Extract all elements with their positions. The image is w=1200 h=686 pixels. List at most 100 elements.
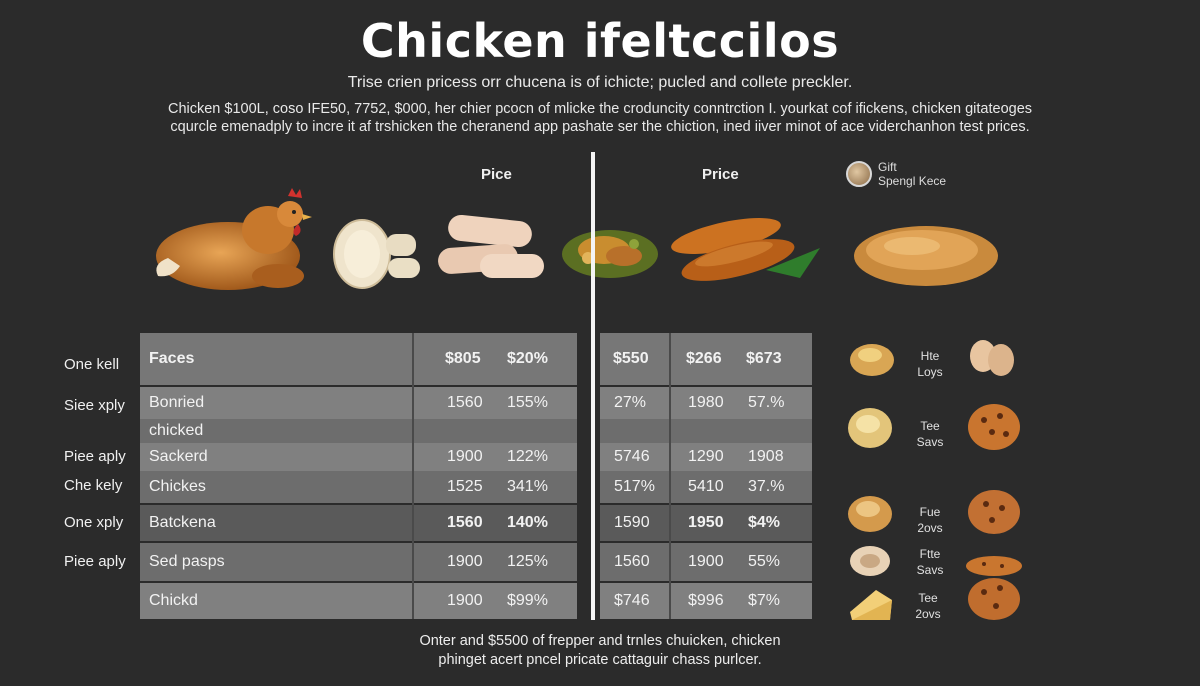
stir-fry-image (562, 230, 658, 278)
table-row: Sed pasps 1900 125% (140, 543, 577, 581)
row-value-c: 1908 (748, 448, 784, 465)
eggs-icon (970, 340, 1014, 376)
row-name: Sed pasps (149, 553, 225, 570)
table-row: Batckena 1560 140% (140, 505, 577, 541)
row-value-1: 1900 (447, 448, 483, 465)
cookie-icon (968, 578, 1020, 620)
page-subtitle: Trise crien pricess orr chucena is of ic… (347, 74, 853, 91)
table-row: Chickd 1900 $99% (140, 583, 577, 619)
row-value-1: 1560 (447, 394, 483, 411)
footer-line-1: Onter and $5500 of frepper and trnles ch… (419, 633, 781, 649)
row-value-b: 1950 (688, 514, 724, 531)
row-value-1: 1525 (447, 478, 483, 495)
row-value-c: 57.% (748, 394, 785, 411)
cookie-icon (968, 404, 1020, 450)
gift-label: Gift (878, 160, 897, 174)
row-value-c: $4% (748, 514, 781, 531)
bread-bun-icon (850, 546, 890, 576)
intro-line-1: Chicken $100L, coso IFE50, 7752, $000, h… (167, 101, 1033, 117)
price-table-right: $550 $266 $673 27% 1980 57.% 5746 1290 1… (600, 333, 812, 619)
table-row: 5746 1290 1908 (600, 443, 812, 471)
row-value-c: 55% (748, 553, 781, 570)
table-row: Chickes 1525 341% (140, 471, 577, 503)
page-title: Chicken ifeltccilos (360, 14, 840, 68)
row-value-2: 140% (507, 514, 548, 531)
row-value-2: 125% (507, 553, 548, 570)
roasted-chicken-breast-image (854, 226, 998, 286)
column-divider (669, 333, 671, 619)
table-header-name: Faces (149, 350, 195, 367)
price-table-left: Faces $805 $20% Bonried 1560 155% chicke… (140, 333, 577, 619)
cheese-icon (850, 590, 892, 620)
table-header-value-1: $805 (445, 350, 481, 367)
row-name: Chickes (149, 478, 206, 495)
cookie-icon (968, 490, 1020, 534)
legend-text-1: Hte Loys (917, 349, 943, 379)
row-value-b: 1980 (688, 394, 724, 411)
footer-note: Onter and $5500 of frepper and trnles ch… (0, 632, 1200, 670)
column-header-right-price: Price (702, 166, 739, 183)
side-label-6: Piee aply (64, 553, 126, 570)
table-row (600, 419, 812, 443)
table-divider-line (591, 152, 595, 620)
cookie-icon (966, 556, 1022, 576)
row-value-2: $99% (507, 592, 548, 609)
row-value-2: 341% (507, 478, 548, 495)
row-value-b: 1290 (688, 448, 724, 465)
fried-chicken-legs-image (671, 218, 820, 281)
table-header-row: Faces $805 $20% (140, 333, 577, 385)
bread-bun-icon (850, 344, 894, 376)
intro-paragraph: Chicken $100L, coso IFE50, 7752, $000, h… (160, 100, 1040, 136)
row-value-b: 5410 (688, 478, 724, 495)
row-value-a: $746 (614, 592, 650, 609)
bread-bun-icon (848, 496, 892, 532)
row-name: Bonried (149, 394, 205, 411)
side-label-3: Piee aply (64, 448, 126, 465)
table-header-b: $266 (686, 350, 722, 367)
table-row: 517% 5410 37.% (600, 471, 812, 503)
footer-line-2: phinget acert pncel pricate cattaguir ch… (438, 652, 762, 668)
table-row: Bonried 1560 155% (140, 387, 577, 419)
legend-text-2: Tee Savs (916, 419, 944, 449)
chicken-breast-slices-image (333, 219, 420, 289)
row-name: Chickd (149, 592, 198, 609)
row-value-1: 1900 (447, 592, 483, 609)
legend-text-4: Ftte Savs (916, 547, 944, 577)
row-value-1: 1560 (447, 514, 483, 531)
row-value-a: 517% (614, 478, 655, 495)
table-header-value-2: $20% (507, 350, 548, 367)
row-value-c: 37.% (748, 478, 785, 495)
row-name: Sackerd (149, 448, 208, 465)
row-value-2: 155% (507, 394, 548, 411)
side-label-5: One xply (64, 514, 124, 531)
legend-text-5: Tee 2ovs (915, 591, 941, 621)
row-name: chicked (149, 422, 204, 439)
row-value-a: 1590 (614, 514, 650, 531)
row-value-a: 27% (614, 394, 647, 411)
row-value-2: 122% (507, 448, 548, 465)
gift-badge: Gift Spengl Kece (846, 160, 946, 188)
side-label-4: Che kely (64, 477, 123, 494)
legend-text-3: Fue 2ovs (917, 505, 943, 535)
table-header-a: $550 (613, 350, 649, 367)
row-value-c: $7% (748, 592, 781, 609)
intro-line-2: cqurcle emenadply to incre it af trshick… (170, 119, 1030, 135)
row-value-a: 1560 (614, 553, 650, 570)
table-row: $746 $996 $7% (600, 583, 812, 619)
table-row: 1590 1950 $4% (600, 505, 812, 541)
table-header-c: $673 (746, 350, 782, 367)
row-name: Batckena (149, 514, 216, 531)
table-row: 1560 1900 55% (600, 543, 812, 581)
gift-sublabel: Spengl Kece (878, 174, 947, 188)
chicken-tenders-image (438, 214, 544, 278)
row-value-1: 1900 (447, 553, 483, 570)
row-value-b: 1900 (688, 553, 724, 570)
table-row: 27% 1980 57.% (600, 387, 812, 419)
row-value-b: $996 (688, 592, 724, 609)
table-header-row: $550 $266 $673 (600, 333, 812, 385)
column-header-left-price: Pice (481, 166, 512, 183)
side-label-2: Siee xply (64, 397, 125, 414)
table-row: chicked (140, 419, 577, 443)
bread-bun-icon (848, 408, 892, 448)
table-row: Sackerd 1900 122% (140, 443, 577, 471)
